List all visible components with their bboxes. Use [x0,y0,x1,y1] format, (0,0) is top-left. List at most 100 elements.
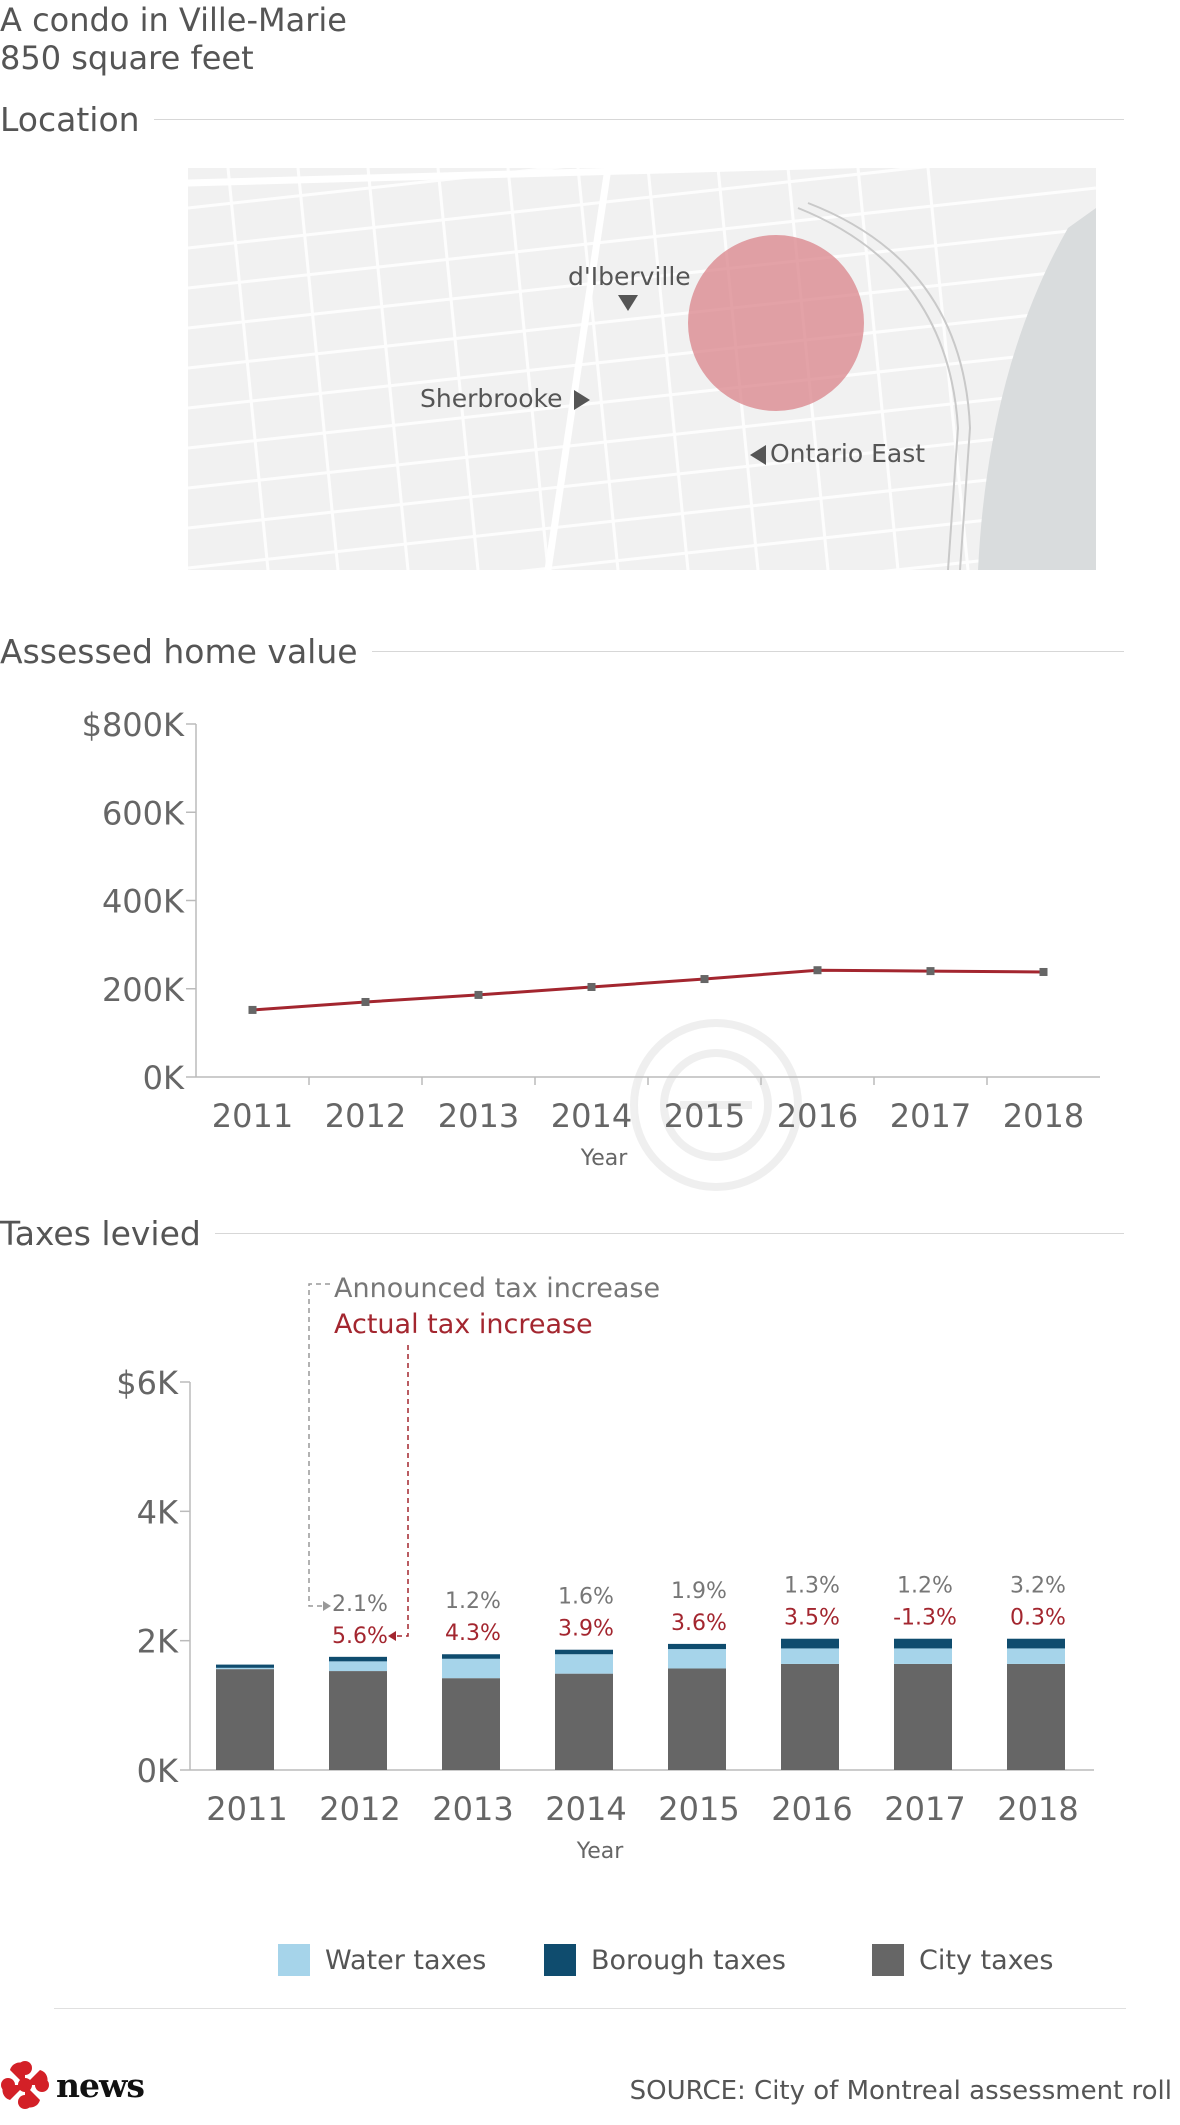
legend-city: City taxes [872,1944,1053,1976]
bar-borough [894,1638,952,1649]
data-point [474,990,483,999]
data-point [587,982,596,991]
y-tick-label: 0K [137,1752,179,1790]
bar-water [894,1648,952,1664]
map-street [576,168,620,570]
bar-city [329,1671,387,1770]
x-tick-label: 2014 [545,1790,626,1828]
series-line [252,968,1044,1012]
x-tick-label: 2018 [997,1790,1078,1828]
map-arrow-right-icon [574,390,590,410]
section-rule [371,651,1124,652]
data-point [361,997,370,1006]
map-street [188,466,1096,570]
bar-city [894,1663,952,1770]
bar-borough [781,1638,839,1649]
map-label-diberville: d'Iberville [568,262,691,291]
cbc-logo[interactable]: news [0,2060,145,2110]
data-point [926,967,935,976]
source-note: SOURCE: City of Montreal assessment roll [629,2076,1172,2106]
data-point [248,1005,257,1014]
bar-borough [668,1643,726,1650]
bar-water [781,1648,839,1664]
bar-city [1007,1663,1065,1770]
footer-divider [54,2008,1126,2009]
map-street [366,168,410,570]
annotation-actual: Actual tax increase [334,1309,593,1340]
section-rule [153,119,1124,120]
y-tick-label: 4K [137,1493,179,1531]
map-street [856,168,900,570]
map-street [188,386,1096,490]
map-street [646,168,690,570]
actual-increase-label: -1.3% [893,1606,957,1631]
map-street [436,168,480,570]
actual-increase-label: 3.9% [558,1617,614,1642]
announced-increase-label: 3.2% [1010,1574,1066,1599]
x-tick-label: 2018 [1003,1097,1084,1135]
map-street [226,168,270,570]
map-street [188,346,1096,450]
section-taxes-title: Taxes levied [0,1214,201,1253]
actual-increase-label: 0.3% [1010,1606,1066,1631]
actual-increase-label: 3.5% [784,1606,840,1631]
y-tick-label: $800K [82,706,185,744]
y-tick-label: $6K [116,1364,179,1402]
section-rule [214,1233,1124,1234]
legend-water: Water taxes [278,1944,486,1976]
data-point [813,966,822,975]
y-tick-label: 400K [102,883,185,921]
bar-borough [555,1649,613,1655]
x-tick-label: 2014 [551,1097,632,1135]
map-street [188,186,1096,290]
actual-increase-label: 4.3% [445,1621,501,1646]
map-street [188,266,1096,370]
legend-label-city: City taxes [919,1944,1054,1976]
x-tick-label: 2013 [432,1790,513,1828]
announced-increase-label: 1.3% [784,1574,840,1599]
bar-water [668,1649,726,1669]
map-street [506,168,550,570]
bar-borough [1007,1638,1065,1649]
map-rail [807,202,972,570]
location-map: d'Iberville Sherbrooke Ontario East [188,168,1096,570]
y-tick-label: 200K [102,971,185,1009]
annotation-announced: Announced tax increase [334,1273,660,1304]
watermark-icon [630,1019,802,1191]
bar-water [1007,1648,1065,1664]
x-tick-label: 2012 [325,1097,406,1135]
x-tick-label: 2011 [212,1097,293,1135]
x-tick-label: 2011 [206,1790,287,1828]
announced-increase-label: 2.1% [332,1592,388,1617]
section-assessed-title: Assessed home value [0,632,358,671]
map-water [978,208,1096,570]
section-location: Location [0,100,1124,139]
map-label-sherbrooke: Sherbrooke [420,384,563,413]
map-street [188,426,1096,530]
map-rail [797,207,960,570]
x-tick-label: 2012 [319,1790,400,1828]
x-tick-label: 2017 [890,1097,971,1135]
section-assessed: Assessed home value [0,632,1124,671]
map-arrow-down-icon [618,295,638,311]
map-base [188,168,1096,570]
announced-increase-label: 1.9% [671,1579,727,1604]
data-point [700,975,709,984]
map-avenue [544,168,612,570]
x-axis-title: Year [576,1839,625,1864]
map-street [296,168,340,570]
x-tick-label: 2015 [664,1097,745,1135]
bar-city [442,1678,500,1770]
bar-borough [442,1654,500,1659]
map-location-marker [688,235,864,411]
bar-borough [216,1664,274,1668]
assessed-value-chart: 0K 200K 400K 600K $800K 2011 2012 2013 2014 2015 2… [82,706,1100,1191]
map-street [882,546,1096,570]
map-arrow-left-icon [750,445,766,465]
actual-leader-line [396,1345,409,1637]
x-axis-title: Year [580,1146,629,1171]
announced-increase-label: 1.6% [558,1585,614,1610]
x-tick-label: 2015 [658,1790,739,1828]
bar-city [668,1668,726,1770]
x-tick-label: 2016 [777,1097,858,1135]
